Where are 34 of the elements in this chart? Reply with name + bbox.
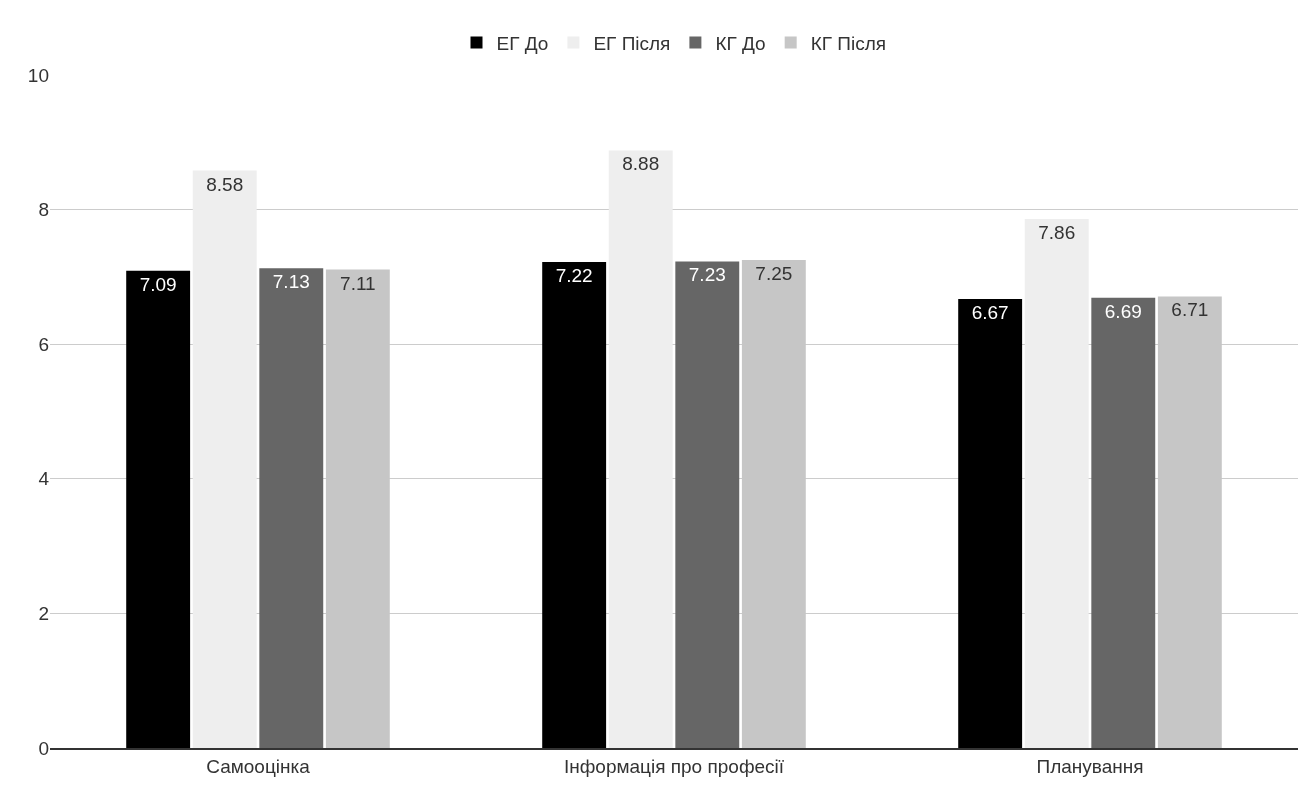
y-tick-label: 6 [38, 333, 49, 355]
bar [259, 268, 324, 748]
bar [1091, 297, 1156, 748]
legend-label: КГ Після [810, 32, 887, 54]
data-label: 6.67 [971, 302, 1009, 324]
bar [1024, 219, 1089, 748]
y-tick-label: 0 [38, 737, 49, 759]
bar [608, 150, 673, 748]
x-tick-label: Планування [1036, 755, 1144, 777]
data-label: 7.23 [688, 264, 726, 286]
data-label: 7.11 [340, 272, 376, 294]
data-label: 7.09 [139, 273, 177, 295]
y-tick-label: 2 [38, 603, 49, 625]
x-tick-label: Інформація про професії [563, 755, 785, 777]
legend-label: ЕГ До [496, 32, 549, 54]
bar [126, 270, 191, 748]
legend-label: ЕГ Після [593, 32, 671, 54]
y-tick-label: 8 [38, 199, 49, 221]
y-tick-label: 10 [27, 64, 49, 86]
data-label: 7.22 [555, 265, 593, 287]
data-label: 6.69 [1104, 300, 1142, 322]
data-label: 8.88 [622, 153, 660, 175]
bar [958, 299, 1023, 748]
bar [675, 261, 740, 748]
legend-label: КГ До [715, 32, 766, 54]
data-label: 6.71 [1171, 299, 1209, 321]
bar [542, 262, 607, 748]
data-label: 7.25 [755, 263, 793, 285]
y-tick-label: 4 [38, 468, 50, 490]
data-label: 8.58 [206, 173, 244, 195]
data-label: 7.86 [1038, 222, 1076, 244]
x-tick-label: Самооцінка [206, 755, 311, 777]
data-label: 7.13 [272, 271, 310, 293]
bar [192, 170, 257, 748]
